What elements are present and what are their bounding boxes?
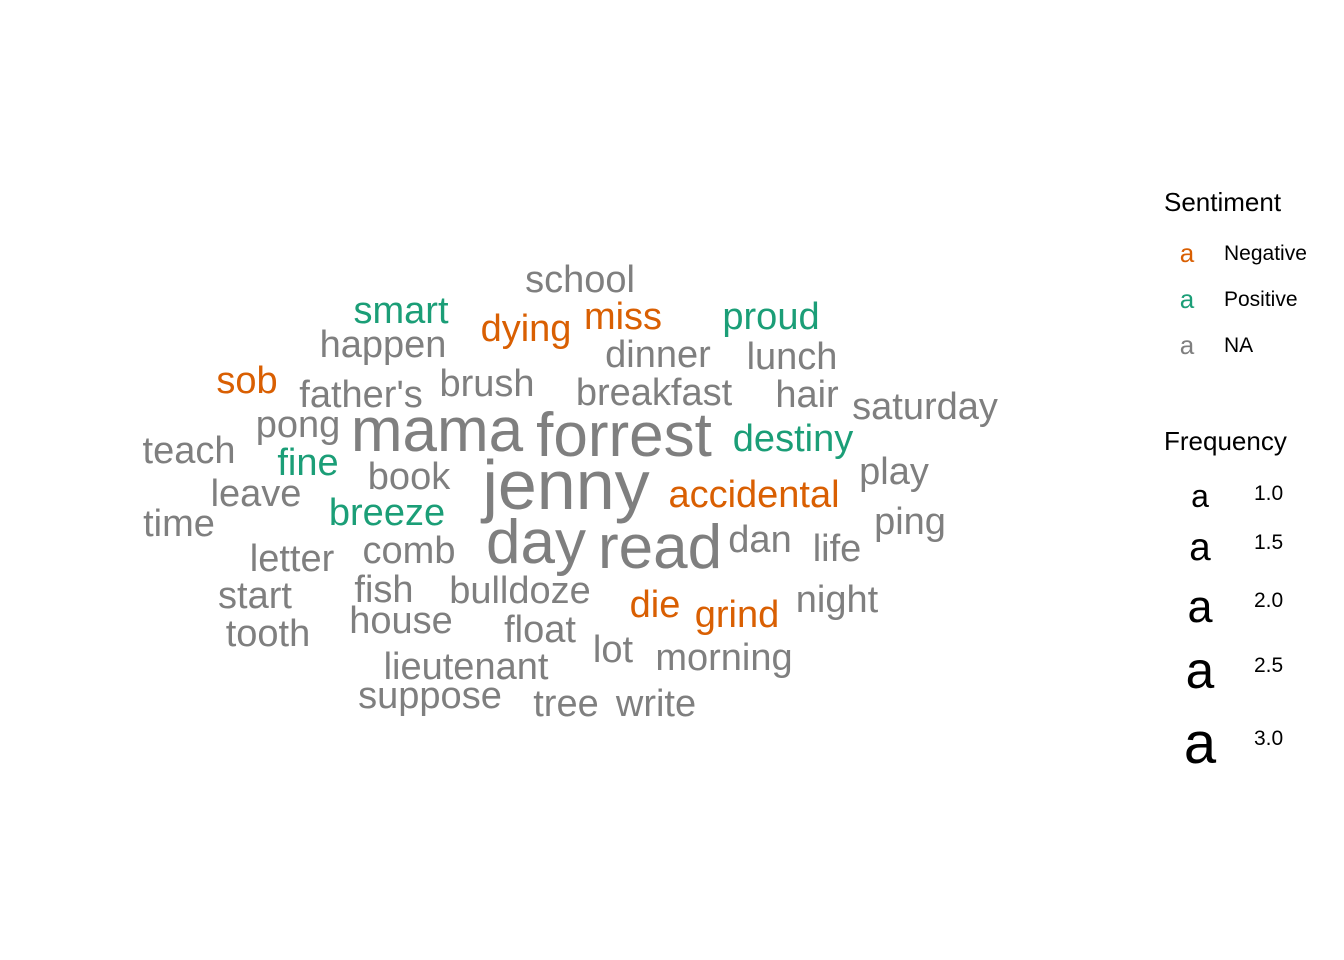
word-jenny: jenny [480,446,649,524]
word-float: float [504,609,576,651]
word-proud: proud [722,296,819,338]
word-leave: leave [211,473,302,515]
word-die: die [630,584,681,626]
word-life: life [813,528,862,570]
word-morning: morning [655,637,792,679]
word-forrest: forrest [536,401,712,470]
word-dan: dan [728,519,791,561]
word-father-s: father's [299,374,422,416]
word-dying: dying [481,308,572,350]
word-start: start [218,575,292,617]
word-comb: comb [363,530,456,572]
word-letter: letter [250,538,335,580]
word-hair: hair [775,374,839,416]
word-school: school [525,259,635,301]
word-teach: teach [143,430,236,472]
word-accidental: accidental [668,474,839,516]
word-night: night [796,579,879,621]
word-ping: ping [874,501,946,543]
word-tooth: tooth [226,613,311,655]
word-fish: fish [354,569,413,611]
word-house: house [349,600,453,642]
word-miss: miss [584,296,662,338]
word-time: time [143,503,215,545]
word-grind: grind [695,594,780,636]
word-read: read [598,513,722,582]
word-fine: fine [277,442,338,484]
word-saturday: saturday [852,386,998,428]
word-sob: sob [216,360,277,402]
word-play: play [859,451,929,493]
word-lunch: lunch [747,336,838,378]
word-destiny: destiny [733,418,853,460]
word-dinner: dinner [605,334,711,376]
word-bulldoze: bulldoze [449,570,591,612]
word-breakfast: breakfast [576,372,733,414]
word-lieutenant: lieutenant [384,646,549,688]
word-pong: pong [256,404,341,446]
word-lot: lot [593,629,634,671]
word-tree: tree [533,683,598,725]
word-breeze: breeze [329,492,445,534]
word-mama: mama [351,396,524,465]
word-write: write [615,683,696,725]
word-suppose: suppose [358,675,502,717]
word-smart: smart [354,290,449,332]
word-brush: brush [439,363,534,405]
word-happen: happen [320,324,447,366]
word-day: day [486,508,586,577]
word-book: book [368,456,451,498]
